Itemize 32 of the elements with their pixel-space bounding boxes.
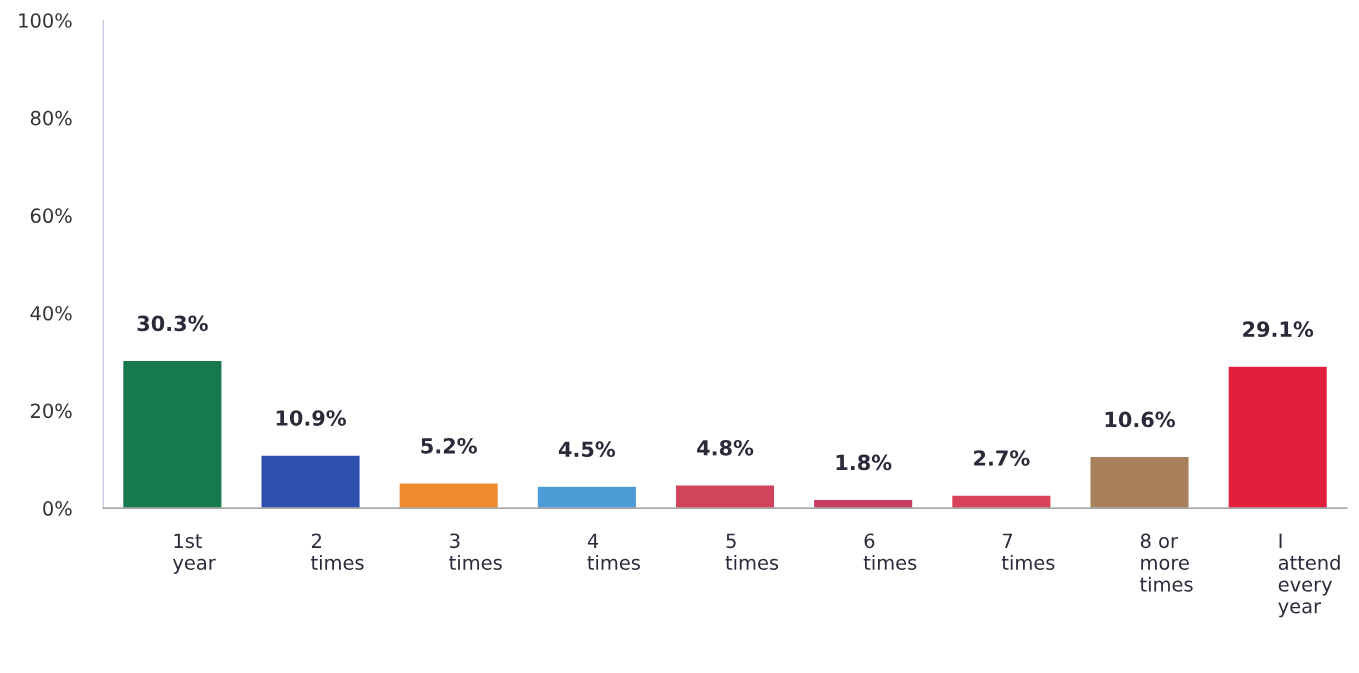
bar <box>536 485 638 509</box>
x-tick-label: 8 or more times <box>1140 533 1193 592</box>
bar <box>260 454 361 509</box>
y-tick-label: 60% <box>30 208 72 224</box>
y-tick-label: 0% <box>43 501 72 516</box>
x-tick-label: 6 times <box>863 533 917 570</box>
data-label: 4.8% <box>697 439 754 456</box>
x-tick-label: 4 times <box>587 533 640 570</box>
data-label: 4.5% <box>558 441 616 458</box>
bar <box>674 483 776 509</box>
bar <box>398 482 500 509</box>
x-tick-label: 1st year <box>172 533 216 574</box>
y-tick-label: 100% <box>19 13 72 28</box>
x-tick-label: 7 times <box>1001 533 1055 570</box>
data-label: 2.7% <box>974 450 1030 466</box>
x-tick-label: I attend every year <box>1278 533 1340 618</box>
x-tick-label: 2 times <box>311 533 364 570</box>
bar <box>950 494 1052 509</box>
y-tick-label: 40% <box>30 305 72 321</box>
data-label: 5.2% <box>421 437 477 454</box>
y-tick-label: 80% <box>30 110 72 126</box>
y-tick-label: 20% <box>30 403 72 419</box>
bar <box>1089 455 1190 509</box>
data-label: 29.1% <box>1243 321 1314 338</box>
bar <box>121 359 223 509</box>
data-label: 10.9% <box>276 410 347 426</box>
bar <box>1227 365 1329 509</box>
x-tick-label: 3 times <box>449 533 502 570</box>
data-label: 30.3% <box>137 315 208 332</box>
data-label: 1.8% <box>836 454 892 471</box>
x-tick-label: 5 times <box>725 533 779 570</box>
data-label: 10.6% <box>1105 411 1175 428</box>
